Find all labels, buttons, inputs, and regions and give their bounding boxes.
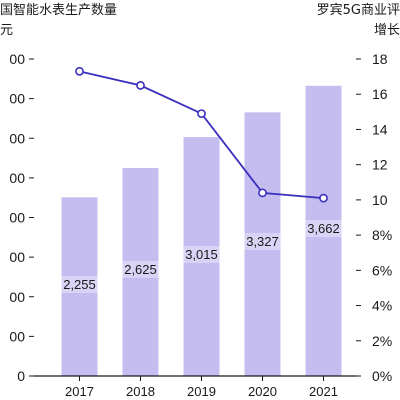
line-series: [75, 66, 328, 203]
x-tick-label-2018: 2018: [126, 384, 155, 399]
right-tick-label: 2%: [372, 333, 392, 349]
left-tick-label: 00: [9, 289, 25, 305]
right-tick-label: 0%: [372, 368, 392, 384]
svg-text:3,015: 3,015: [185, 247, 218, 262]
x-tick-label-2021: 2021: [309, 384, 338, 399]
left-tick-label: 00: [9, 91, 25, 107]
growth-point-2017: [75, 66, 84, 76]
growth-point-2021: [319, 193, 328, 203]
bar-2019: [183, 137, 220, 376]
left-tick-label: 00: [9, 210, 25, 226]
left-tick-label: 00: [9, 328, 25, 344]
right-tick-label: 10: [372, 192, 388, 208]
svg-text:2,255: 2,255: [63, 277, 96, 292]
left-axis-title: 国智能水表生产数量: [0, 3, 117, 18]
bar-value-labels: 2,255 2,625 3,015 3,327 3,662: [57, 220, 346, 293]
right-tick-label: 18: [372, 51, 388, 67]
bar-2021: [305, 85, 342, 376]
value-label-2017: 2,255: [57, 276, 102, 293]
value-label-2018: 2,625: [118, 261, 163, 278]
bar-2020: [244, 112, 281, 376]
right-axis-title: 罗宾5G商业评: [317, 2, 400, 18]
right-tick-label: 6%: [372, 262, 392, 278]
value-label-2020: 3,327: [240, 233, 285, 250]
right-tick-label: 14: [372, 121, 388, 137]
right-axis-ticks: 0% 2% 4% 6% 8% 10 12 14 16 18: [356, 51, 392, 384]
left-tick-label: 00: [9, 249, 25, 265]
bar-series: [61, 85, 342, 376]
svg-text:3,662: 3,662: [307, 221, 340, 236]
x-tick-label-2020: 2020: [248, 384, 277, 399]
svg-text:2,625: 2,625: [124, 262, 157, 277]
right-tick-label: 4%: [372, 298, 392, 314]
right-tick-label: 12: [372, 157, 388, 173]
left-tick-label: 00: [9, 130, 25, 146]
growth-point-2020: [258, 188, 267, 198]
left-tick-label: 0: [17, 368, 25, 384]
right-tick-label: 8%: [372, 227, 392, 243]
value-label-2019: 3,015: [179, 246, 224, 263]
left-axis-unit: 元: [0, 23, 13, 38]
value-label-2021: 3,662: [301, 220, 346, 237]
growth-point-2018: [136, 81, 145, 90]
left-tick-label: 00: [9, 170, 25, 186]
x-tick-label-2017: 2017: [65, 384, 94, 399]
right-axis-unit: 增长: [374, 23, 400, 38]
svg-text:3,327: 3,327: [246, 234, 279, 249]
x-tick-label-2019: 2019: [187, 384, 216, 399]
bar-2018: [122, 167, 159, 376]
growth-point-2019: [197, 109, 206, 118]
left-tick-label: 00: [9, 51, 25, 67]
x-axis: 2017 2018 2019 2020 2021: [34, 375, 356, 399]
right-tick-label: 16: [372, 86, 388, 102]
bar-2017: [61, 197, 98, 376]
